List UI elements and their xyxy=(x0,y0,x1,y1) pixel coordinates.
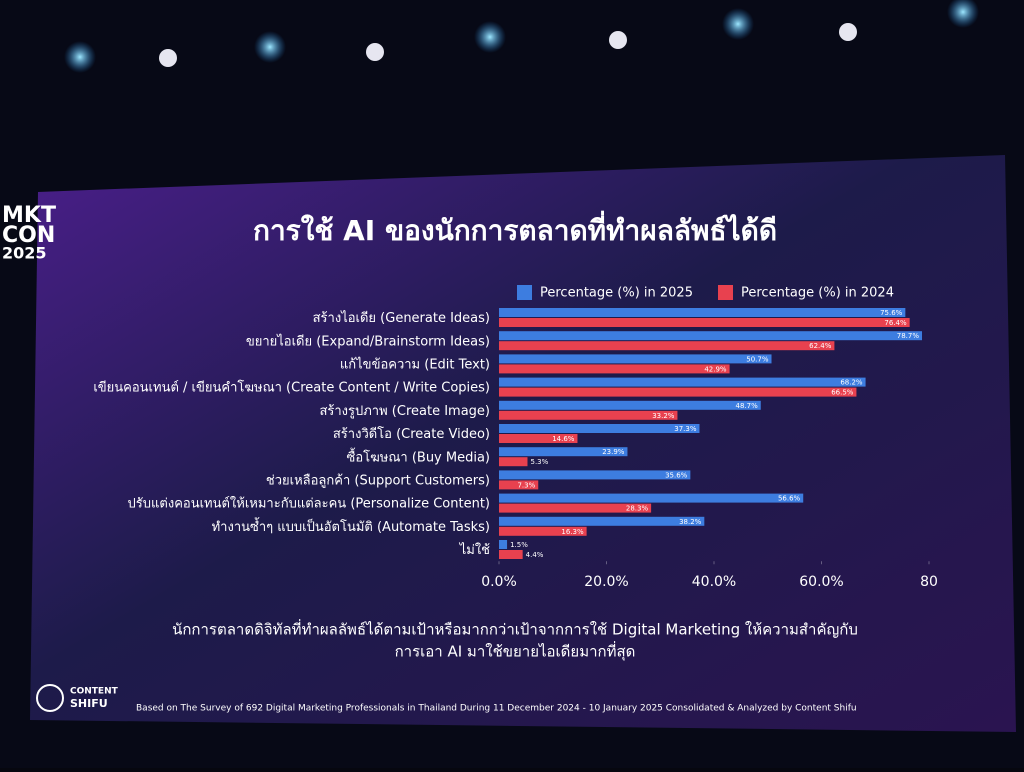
event-logo: MKT CON 2025 xyxy=(2,203,56,263)
bar xyxy=(499,540,508,549)
y-tick-label: เขียนคอนเทนต์ / เขียนคำโฆษณา (Create Con… xyxy=(93,380,490,396)
x-tick-label: 80 xyxy=(920,574,938,590)
bar xyxy=(499,457,528,467)
value-label: 75.6% xyxy=(880,309,903,317)
value-label: 1.5% xyxy=(510,541,528,549)
bar xyxy=(499,470,691,480)
legend-swatch xyxy=(517,285,532,300)
brand-text: CONTENT xyxy=(70,687,119,697)
brand-text: SHIFU xyxy=(70,697,108,710)
value-label: 38.2% xyxy=(679,518,702,526)
bar xyxy=(499,493,804,503)
value-label: 16.3% xyxy=(561,528,584,536)
bar xyxy=(499,434,578,443)
y-tick-label: สร้างวิดีโอ (Create Video) xyxy=(333,426,490,442)
value-label: 66.5% xyxy=(831,389,854,397)
logo-text: MKT xyxy=(2,203,56,228)
bar xyxy=(499,447,628,457)
y-tick-label: แก้ไขข้อความ (Edit Text) xyxy=(340,357,490,373)
bar xyxy=(499,424,700,433)
bar xyxy=(499,516,705,526)
value-label: 56.6% xyxy=(778,495,801,503)
value-label: 23.9% xyxy=(602,448,625,456)
y-tick-label: ทำงานซ้ำๆ แบบเป็นอัตโนมัติ (Automate Tas… xyxy=(212,517,490,535)
y-tick-label: สร้างไอเดีย (Generate Ideas) xyxy=(313,310,490,326)
value-label: 35.6% xyxy=(665,471,688,479)
value-label: 7.3% xyxy=(517,481,535,489)
value-label: 5.3% xyxy=(530,458,548,466)
value-label: 14.6% xyxy=(552,435,575,443)
value-label: 4.4% xyxy=(526,551,544,559)
y-tick-label: ช่วยเหลือลูกค้า (Support Customers) xyxy=(266,473,490,489)
bar xyxy=(499,318,910,327)
legend-label: Percentage (%) in 2024 xyxy=(741,286,894,301)
bar xyxy=(499,410,678,420)
y-tick-label: ปรับแต่งคอนเทนต์ให้เหมาะกับแต่ละคน (Pers… xyxy=(128,496,490,512)
bar xyxy=(499,526,587,536)
x-tick-label: 60.0% xyxy=(799,574,843,590)
bar xyxy=(499,400,761,410)
value-label: 50.7% xyxy=(746,355,769,363)
bar xyxy=(499,377,866,387)
bar xyxy=(499,354,772,364)
x-tick-label: 20.0% xyxy=(584,574,628,590)
caption: นักการตลาดดิจิทัลที่ทำผลลัพธ์ได้ตามเป้าห… xyxy=(172,619,858,639)
legend-swatch xyxy=(718,285,733,300)
source-note: Based on The Survey of 692 Digital Marke… xyxy=(136,704,857,714)
logo-text: CON xyxy=(2,223,55,248)
x-tick-label: 40.0% xyxy=(692,574,736,590)
bar xyxy=(499,331,923,341)
bar xyxy=(499,364,730,374)
bar xyxy=(499,550,523,559)
y-tick-label: ไม่ใช้ xyxy=(459,542,490,558)
value-label: 48.7% xyxy=(736,402,759,410)
brand-icon xyxy=(36,684,64,712)
value-label: 62.4% xyxy=(809,342,832,350)
x-tick-label: 0.0% xyxy=(481,574,517,590)
value-label: 33.2% xyxy=(652,412,675,420)
y-tick-label: ขยายไอเดีย (Expand/Brainstorm Ideas) xyxy=(246,333,490,349)
y-tick-label: ซื้อโฆษณา (Buy Media) xyxy=(347,447,491,465)
value-label: 42.9% xyxy=(704,365,727,373)
bar xyxy=(499,503,652,513)
value-label: 78.7% xyxy=(897,332,920,340)
caption: การเอา AI มาใช้ขยายไอเดียมากที่สุด xyxy=(395,641,636,662)
value-label: 28.3% xyxy=(626,505,649,513)
bar xyxy=(499,387,857,397)
value-label: 68.2% xyxy=(840,379,863,387)
legend-label: Percentage (%) in 2025 xyxy=(540,286,693,301)
value-label: 37.3% xyxy=(674,425,697,433)
bar xyxy=(499,308,906,317)
slide-panel xyxy=(30,155,1016,732)
bar xyxy=(499,480,539,490)
value-label: 76.4% xyxy=(884,319,907,327)
bar xyxy=(499,341,835,351)
logo-text: 2025 xyxy=(2,244,47,263)
stage-lights xyxy=(64,0,979,73)
y-tick-label: สร้างรูปภาพ (Create Image) xyxy=(319,404,490,419)
chart-title: การใช้ AI ของนักการตลาดที่ทำผลลัพธ์ได้ดี xyxy=(253,210,777,247)
